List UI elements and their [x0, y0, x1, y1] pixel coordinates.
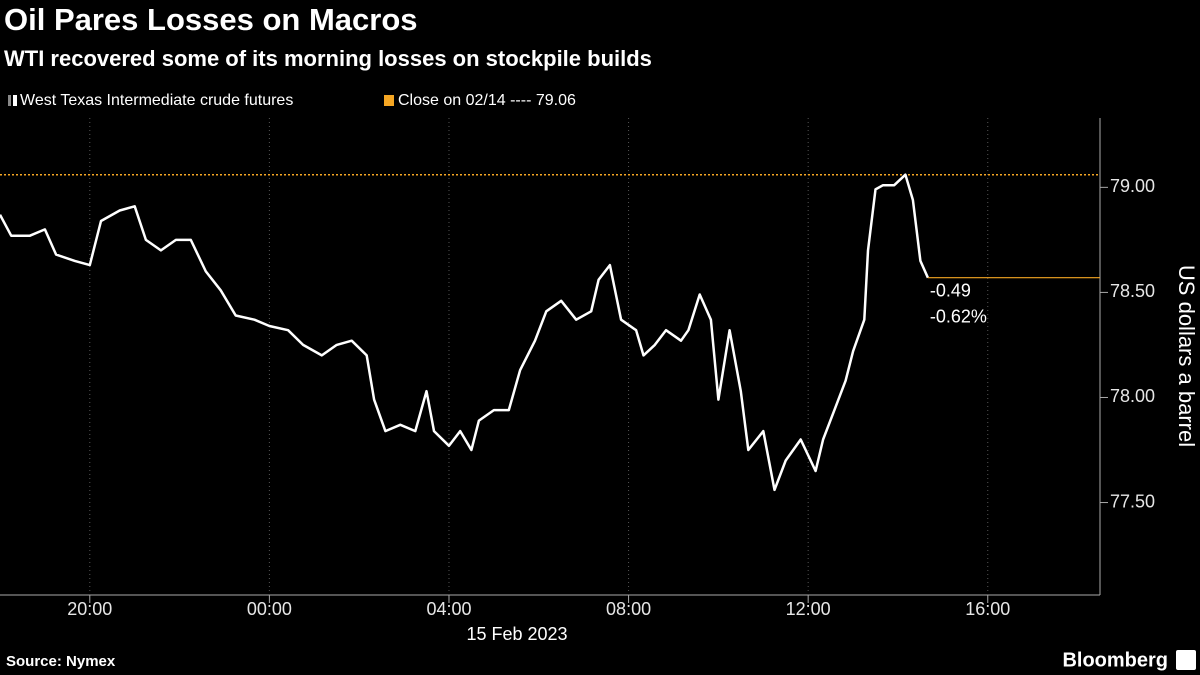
y-tick-label: 78.00 [1110, 386, 1155, 406]
x-tick-label: 04:00 [426, 599, 471, 619]
y-tick-label: 77.50 [1110, 491, 1155, 511]
legend-label: Close on 02/14 ---- 79.06 [398, 92, 576, 109]
change-pct-label: -0.62% [930, 306, 987, 326]
legend-value: 79.06 [536, 92, 576, 109]
legend-swatch [13, 95, 17, 106]
x-date-label: 15 Feb 2023 [466, 624, 567, 644]
legend-swatch [8, 95, 11, 106]
brand-icon [1176, 650, 1196, 670]
chart-subtitle: WTI recovered some of its morning losses… [4, 46, 652, 71]
y-tick-label: 78.50 [1110, 281, 1155, 301]
x-tick-label: 08:00 [606, 599, 651, 619]
y-axis-label: US dollars a barrel [1174, 265, 1199, 447]
brand: Bloomberg [1062, 649, 1168, 671]
legend-label: Close on 02/14 ---- [398, 92, 531, 109]
x-tick-label: 12:00 [786, 599, 831, 619]
source: Source: Nymex [6, 653, 116, 670]
price-line [0, 173, 930, 492]
legend-label: West Texas Intermediate crude futures [20, 92, 293, 109]
change-label: -0.49 [930, 280, 971, 300]
legend-swatch [384, 95, 394, 106]
x-tick-label: 00:00 [247, 599, 292, 619]
x-tick-label: 16:00 [965, 599, 1010, 619]
chart-title: Oil Pares Losses on Macros [4, 2, 418, 37]
y-tick-label: 79.00 [1110, 176, 1155, 196]
x-tick-label: 20:00 [67, 599, 112, 619]
